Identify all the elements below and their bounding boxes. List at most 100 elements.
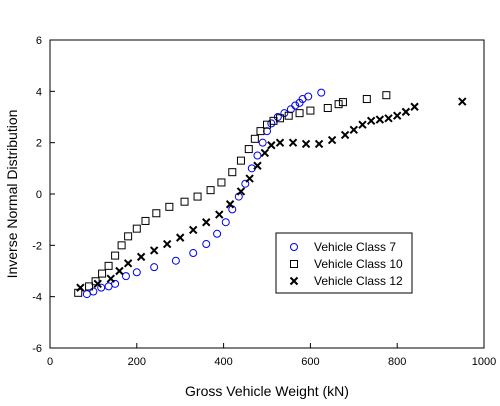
legend-label: Vehicle Class 12 [314,274,403,288]
x-marker-stroke [202,218,211,227]
x-tick-label: 400 [214,356,232,368]
data-point [236,156,245,165]
x-marker-stroke [123,259,133,268]
data-point [323,104,332,113]
data-point [136,252,146,262]
data-point [314,139,324,149]
x-marker-stroke [327,135,337,145]
data-point [150,263,159,272]
x-marker-stroke [314,139,324,149]
data-point [97,283,106,292]
data-point [392,111,402,120]
data-point [382,91,391,100]
legend-marker [290,243,298,251]
data-point [349,125,359,135]
data-point [132,268,141,277]
x-marker-stroke [289,276,299,286]
x-marker-stroke [245,174,254,183]
data-point [338,98,347,107]
x-marker-stroke [253,161,262,170]
x-marker-stroke [401,107,411,117]
plot-area-frame [49,39,485,349]
legend-label: Vehicle Class 7 [314,240,396,254]
data-point [189,225,198,235]
data-point [410,102,419,111]
y-tick-label: -4 [32,292,42,304]
data-point [317,88,326,97]
x-marker-stroke [76,283,85,292]
legend-marker [289,276,299,286]
data-point [334,100,343,109]
y-tick-label: 6 [36,35,42,47]
data-point [180,197,189,206]
x-marker-stroke [358,120,367,129]
x-tick-label: 0 [47,356,53,368]
data-point [236,187,246,196]
data-point [366,116,376,126]
data-point [202,240,211,249]
data-point [111,279,120,288]
data-point [291,101,300,110]
x-marker-stroke [189,225,198,235]
data-point [401,107,411,117]
legend-items: Vehicle Class 7 Vehicle Class 10 Vehicle C… [289,240,403,288]
data-point [250,134,259,143]
data-point [104,261,113,270]
data-point [215,210,224,219]
data-point [327,135,337,145]
data-point [228,168,237,177]
data-point [384,114,393,123]
x-tick-label: 200 [128,356,146,368]
x-marker-stroke [458,97,467,106]
data-point [288,138,298,147]
data-point [362,95,371,104]
x-marker-stroke [175,233,185,242]
x-marker-stroke [267,141,276,150]
y-tick-label: 0 [36,189,42,201]
data-point [123,259,133,268]
data-point [115,266,124,276]
data-point [256,127,265,136]
data-point [141,216,150,225]
data-point [171,256,180,265]
x-marker-stroke [349,125,359,135]
data-point [121,272,130,281]
x-marker-stroke [275,138,285,147]
x-marker-stroke [115,266,124,276]
series-3 [76,97,467,292]
data-point [217,178,226,187]
data-point [295,109,304,118]
x-axis-label: Gross Vehicle Weight (kN) [185,383,349,399]
data-point [260,148,270,158]
x-marker-stroke [162,239,172,249]
data-point [245,174,254,183]
data-point [284,111,293,120]
data-point [104,282,113,291]
y-tick-label: 4 [36,86,42,98]
x-marker-stroke [149,246,159,255]
y-axis-label: Inverse Normal Distribution [4,110,20,279]
data-point [202,218,211,227]
y-tick-label: 2 [36,138,42,150]
legend: Vehicle Class 7 Vehicle Class 10 Vehicle C… [275,232,413,294]
data-point [124,232,133,241]
data-point [358,120,367,129]
data-point [276,114,285,123]
x-marker-stroke [375,115,385,124]
data-point [189,249,198,258]
data-point [304,92,313,101]
x-marker-stroke [340,130,350,140]
x-marker-stroke [236,187,246,196]
data-point [213,229,222,238]
data-point [375,115,385,124]
data-point [93,279,102,289]
data-point [149,246,159,255]
data-point [340,130,350,140]
data-point [275,138,285,147]
data-point [85,282,94,291]
data-point [117,241,126,250]
x-tick-label: 1000 [472,356,496,368]
legend-box [275,232,413,294]
